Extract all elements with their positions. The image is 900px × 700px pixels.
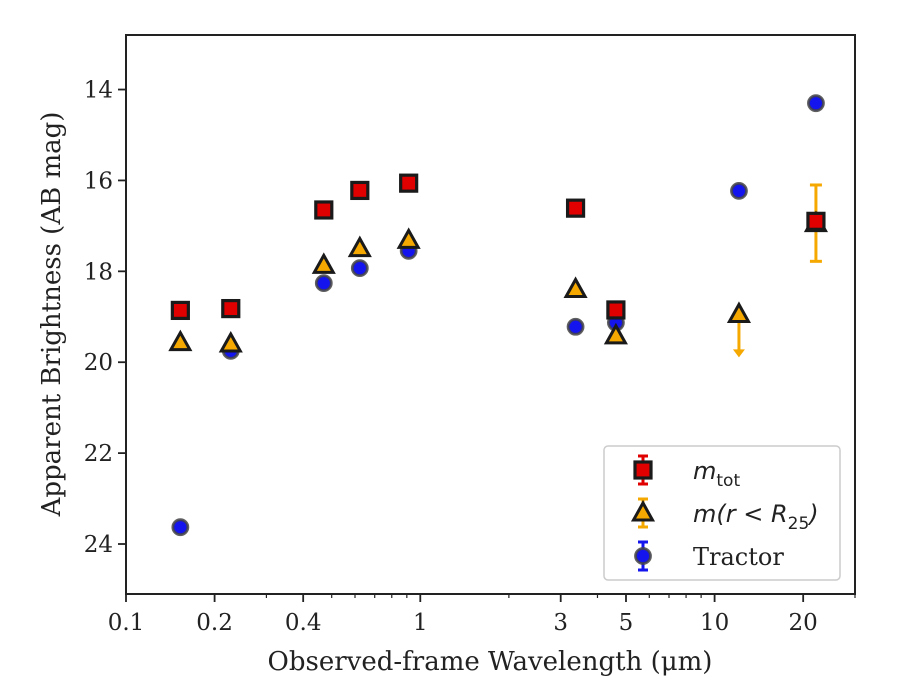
y-tick-label: 24	[84, 532, 113, 558]
plot-frame	[125, 34, 856, 595]
y-tick-label: 20	[84, 350, 113, 376]
data-point	[606, 300, 626, 320]
legend-marker	[633, 460, 653, 480]
x-tick-label: 0.2	[196, 610, 233, 636]
y-axis: 14 16 18 20 22 24	[84, 78, 126, 558]
y-tick-label: 22	[84, 441, 113, 467]
data-point	[565, 198, 586, 218]
data-point	[314, 274, 333, 293]
legend-entry: mtot	[633, 454, 740, 491]
data-point	[806, 211, 826, 231]
data-layer	[168, 94, 828, 537]
data-point	[347, 235, 372, 258]
data-point	[396, 227, 421, 249]
legend: mtot m(r < R25) Tractor	[603, 445, 841, 581]
data-point	[314, 200, 334, 220]
data-point	[218, 330, 243, 353]
data-point	[730, 181, 748, 200]
legend-label-tail: )	[807, 500, 818, 528]
legend-label-sub: tot	[716, 471, 740, 491]
data-point	[563, 276, 588, 299]
x-tick-label: 0.1	[108, 610, 145, 636]
data-point	[726, 301, 752, 323]
legend-label-main: m(r < R	[693, 500, 788, 528]
data-point	[171, 518, 190, 537]
series-triangle	[168, 183, 828, 358]
y-tick-label: 18	[84, 259, 113, 285]
data-point	[566, 317, 585, 336]
data-point	[170, 300, 190, 321]
x-tick-label: 3	[553, 610, 568, 636]
x-tick-label: 20	[789, 610, 818, 636]
series-square	[170, 173, 826, 321]
legend-marker	[630, 499, 656, 522]
data-point	[399, 173, 419, 193]
legend-frame	[603, 445, 841, 581]
x-tick-label: 0.4	[285, 610, 322, 636]
legend-label-main: Tractor	[693, 543, 784, 571]
x-tick-label: 5	[619, 610, 634, 636]
legend-label: m(r < R25)	[693, 500, 819, 534]
data-point	[603, 322, 628, 345]
y-tick-label: 14	[84, 78, 113, 104]
upper-limit-arrow	[732, 349, 745, 358]
y-axis-label: Apparent Brightness (AB mag)	[37, 112, 67, 518]
legend-entry: m(r < R25)	[630, 497, 819, 534]
y-tick-label: 16	[84, 168, 113, 194]
legend-marker	[634, 547, 652, 565]
legend-entry: Tractor	[634, 540, 784, 572]
x-tick-label: 10	[700, 610, 729, 636]
x-axis-label: Observed-frame Wavelength (μm)	[268, 647, 713, 677]
data-point	[350, 259, 369, 278]
data-point	[221, 298, 241, 319]
x-axis: 0.1 0.2 0.4 1 3 5 10 20	[108, 594, 856, 636]
legend-label-main: m	[693, 457, 716, 485]
legend-label-sub: 25	[788, 514, 810, 534]
data-point	[350, 180, 370, 201]
legend-label: mtot	[693, 457, 740, 491]
data-point	[807, 94, 825, 113]
data-point	[168, 329, 193, 352]
data-point	[311, 252, 336, 274]
legend-label: Tractor	[693, 543, 784, 571]
x-tick-label: 1	[413, 610, 428, 636]
